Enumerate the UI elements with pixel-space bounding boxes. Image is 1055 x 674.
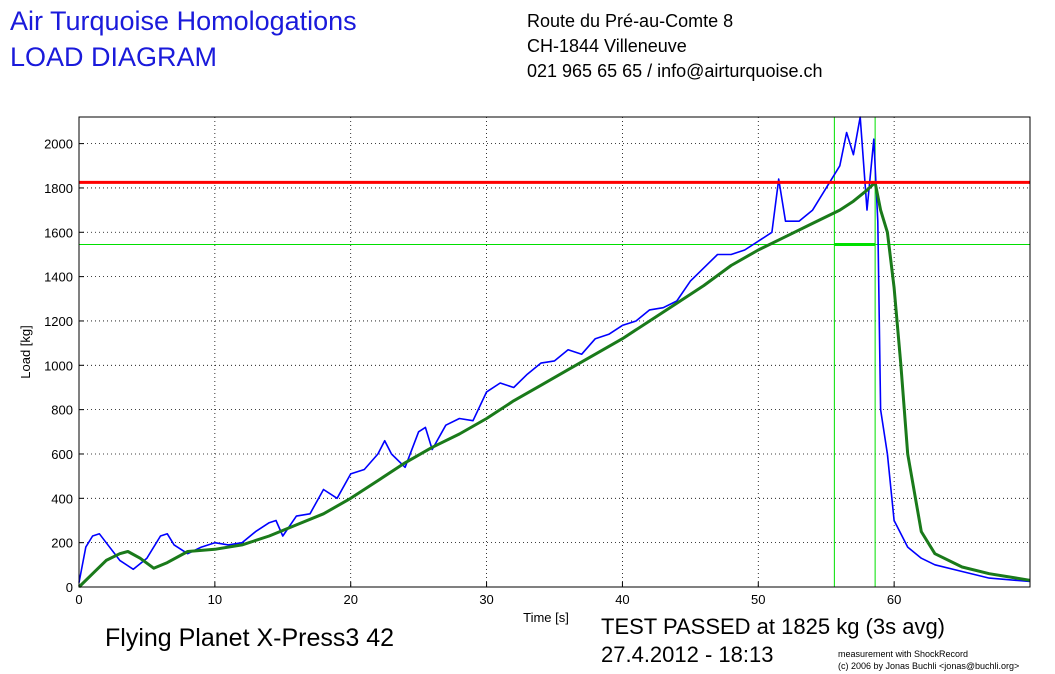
axis-ticks: 0 10 20 30 40 50 60020040060080010001200140016…	[44, 137, 901, 607]
y-tick-label: 0	[66, 580, 73, 595]
title-line-1: Air Turquoise Homologations	[10, 6, 357, 36]
x-tick-label: 60	[887, 592, 901, 607]
glider-name: Flying Planet X-Press3 42	[105, 624, 395, 652]
y-axis-label: Load [kg]	[18, 325, 33, 379]
x-tick-label: 20	[343, 592, 357, 607]
test-datetime: 27.4.2012 - 18:13	[601, 642, 774, 667]
credit-line-1: measurement with ShockRecord	[838, 649, 969, 659]
y-tick-label: 1000	[44, 358, 73, 373]
series-group	[77, 116, 1031, 589]
y-tick-label: 800	[51, 403, 73, 418]
x-tick-label: 0	[75, 592, 82, 607]
y-tick-label: 2000	[44, 137, 73, 152]
credit-line-2: (c) 2006 by Jonas Buchli <jonas@buchli.o…	[838, 661, 1020, 671]
x-tick-label: 30	[479, 592, 493, 607]
y-tick-label: 1600	[44, 225, 73, 240]
reference-lines	[79, 117, 1030, 587]
y-tick-label: 1200	[44, 314, 73, 329]
title-line-2: LOAD DIAGRAM	[10, 42, 218, 72]
plot-frame	[78, 116, 1031, 588]
series-line-avg	[77, 180, 1031, 589]
x-axis-label: Time [s]	[523, 610, 569, 625]
address-line-1: Route du Pré-au-Comte 8	[527, 11, 734, 31]
address-line-2: CH-1844 Villeneuve	[527, 36, 687, 56]
x-tick-label: 10	[208, 592, 222, 607]
plot-area	[79, 117, 1030, 587]
x-tick-label: 40	[615, 592, 629, 607]
y-tick-label: 200	[51, 536, 73, 551]
y-tick-label: 1400	[44, 270, 73, 285]
y-tick-label: 1800	[44, 181, 73, 196]
x-tick-label: 50	[751, 592, 765, 607]
address-line-3: 021 965 65 65 / info@airturquoise.ch	[527, 61, 823, 81]
y-tick-label: 400	[51, 491, 73, 506]
series-line-raw	[78, 116, 1031, 583]
test-result: TEST PASSED at 1825 kg (3s avg)	[601, 614, 946, 639]
y-tick-label: 600	[51, 447, 73, 462]
